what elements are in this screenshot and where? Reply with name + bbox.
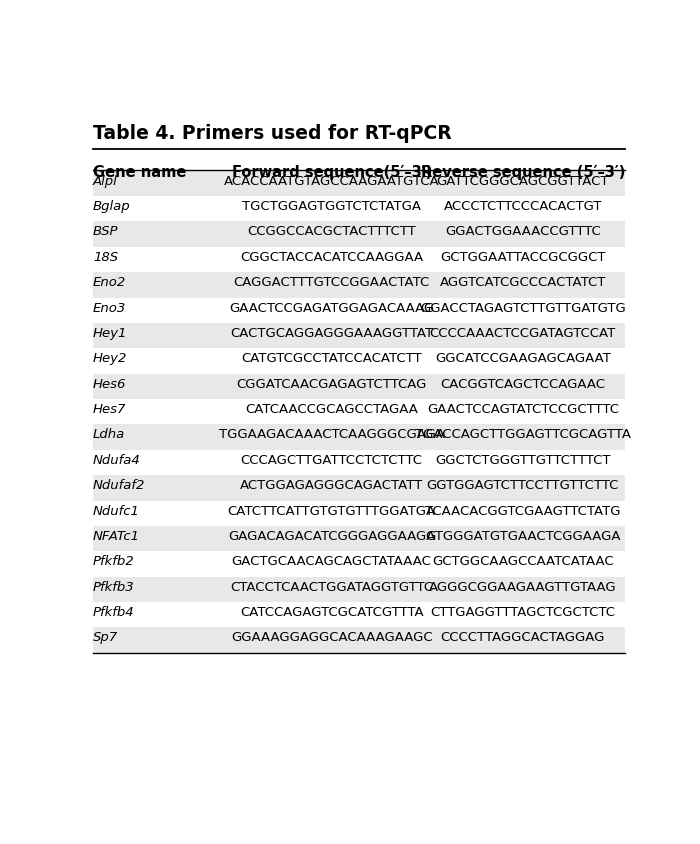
Text: GGCTCTGGGTTGTTCTTTCT: GGCTCTGGGTTGTTCTTTCT [435, 453, 610, 466]
Bar [93, 273, 624, 298]
Text: CTTGAGGTTTAGCTCGCTCTC: CTTGAGGTTTAGCTCGCTCTC [430, 605, 615, 619]
Text: Ndufa4: Ndufa4 [93, 453, 141, 466]
Text: GTGGGATGTGAACTCGGAAGA: GTGGGATGTGAACTCGGAAGA [425, 529, 621, 543]
Bar [93, 476, 624, 501]
Text: GGACCTAGAGTCTTGTTGATGTG: GGACCTAGAGTCTTGTTGATGTG [420, 301, 626, 314]
Text: Alpl: Alpl [93, 175, 118, 187]
Text: GGCATCCGAAGAGCAGAAT: GGCATCCGAAGAGCAGAAT [435, 352, 611, 365]
Text: CATCTTCATTGTGTGTTTGGATGA: CATCTTCATTGTGTGTTTGGATGA [228, 504, 435, 517]
Text: Gene name: Gene name [93, 165, 186, 179]
Text: CGGCTACCACATCCAAGGAA: CGGCTACCACATCCAAGGAA [240, 251, 424, 263]
Text: AGGGCGGAAGAAGTTGTAAG: AGGGCGGAAGAAGTTGTAAG [429, 580, 617, 593]
Text: CCCCAAACTCCGATAGTCCAT: CCCCAAACTCCGATAGTCCAT [430, 327, 616, 339]
Bar [93, 323, 624, 349]
Text: Hey2: Hey2 [93, 352, 127, 365]
Text: TGACCAGCTTGGAGTTCGCAGTTA: TGACCAGCTTGGAGTTCGCAGTTA [415, 428, 631, 441]
Text: TGGAAGACAAACTCAAGGGCGAGA: TGGAAGACAAACTCAAGGGCGAGA [218, 428, 444, 441]
Text: Pfkfb3: Pfkfb3 [93, 580, 134, 593]
Text: CCGGCCACGCTACTTTCTT: CCGGCCACGCTACTTTCTT [247, 225, 416, 238]
Text: GGAAAGGAGGCACAAAGAAGC: GGAAAGGAGGCACAAAGAAGC [231, 630, 433, 644]
Text: Reverse sequence (5′–3′): Reverse sequence (5′–3′) [421, 165, 625, 179]
Text: Hes6: Hes6 [93, 377, 126, 390]
Text: ACCCTCTTCCCACACTGT: ACCCTCTTCCCACACTGT [444, 200, 602, 213]
Text: BSP: BSP [93, 225, 118, 238]
Text: GAACTCCGAGATGGAGACAAAG: GAACTCCGAGATGGAGACAAAG [229, 301, 434, 314]
Text: ACTGGAGAGGGCAGACTATT: ACTGGAGAGGGCAGACTATT [240, 479, 424, 492]
Text: NFATc1: NFATc1 [93, 529, 140, 543]
Text: CGGATCAACGAGAGTCTTCAG: CGGATCAACGAGAGTCTTCAG [237, 377, 427, 390]
Text: Pfkfb4: Pfkfb4 [93, 605, 134, 619]
Bar [93, 628, 624, 653]
Text: 18S: 18S [93, 251, 118, 263]
Text: GCTGGCAAGCCAATCATAAC: GCTGGCAAGCCAATCATAAC [432, 555, 614, 568]
Bar [93, 577, 624, 603]
Text: Eno2: Eno2 [93, 276, 126, 289]
Text: TGCTGGAGTGGTCTCTATGA: TGCTGGAGTGGTCTCTATGA [242, 200, 421, 213]
Text: CCCCTTAGGCACTAGGAG: CCCCTTAGGCACTAGGAG [441, 630, 605, 644]
Text: GAGACAGACATCGGGAGGAAGA: GAGACAGACATCGGGAGGAAGA [228, 529, 435, 543]
Text: Hes7: Hes7 [93, 403, 126, 415]
Text: GATTCGGGCAGCGGTTACT: GATTCGGGCAGCGGTTACT [437, 175, 609, 187]
Text: Eno3: Eno3 [93, 301, 126, 314]
Text: CACTGCAGGAGGGAAAGGTTAT: CACTGCAGGAGGGAAAGGTTAT [230, 327, 433, 339]
Text: CATGTCGCCTATCCACATCTT: CATGTCGCCTATCCACATCTT [241, 352, 422, 365]
Text: Ndufaf2: Ndufaf2 [93, 479, 146, 492]
Bar [93, 222, 624, 247]
Text: CATCCAGAGTCGCATCGTTTA: CATCCAGAGTCGCATCGTTTA [240, 605, 424, 619]
Text: Pfkfb2: Pfkfb2 [93, 555, 134, 568]
Text: CATCAACCGCAGCCTAGAA: CATCAACCGCAGCCTAGAA [245, 403, 418, 415]
Text: AGGTCATCGCCCACTATCT: AGGTCATCGCCCACTATCT [440, 276, 606, 289]
Text: TCAACACGGTCGAAGTTCTATG: TCAACACGGTCGAAGTTCTATG [425, 504, 621, 517]
Text: CCCAGCTTGATTCCTCTCTTC: CCCAGCTTGATTCCTCTCTTC [241, 453, 423, 466]
Text: GGACTGGAAACCGTTTC: GGACTGGAAACCGTTTC [445, 225, 601, 238]
Text: Sp7: Sp7 [93, 630, 118, 644]
Bar [93, 171, 624, 197]
Text: ACACCAATGTAGCCAAGAATGTCA: ACACCAATGTAGCCAAGAATGTCA [224, 175, 440, 187]
Text: Ldha: Ldha [93, 428, 125, 441]
Bar [93, 425, 624, 450]
Text: CAGGACTTTGTCCGGAACTATC: CAGGACTTTGTCCGGAACTATC [234, 276, 430, 289]
Bar [93, 374, 624, 399]
Text: GAACTCCAGTATCTCCGCTTTC: GAACTCCAGTATCTCCGCTTTC [427, 403, 619, 415]
Text: GCTGGAATTACCGCGGCT: GCTGGAATTACCGCGGCT [440, 251, 606, 263]
Text: GACTGCAACAGCAGCTATAAAC: GACTGCAACAGCAGCTATAAAC [232, 555, 432, 568]
Bar [93, 527, 624, 552]
Text: Forward sequence(5′–3′): Forward sequence(5′–3′) [232, 165, 432, 179]
Text: CACGGTCAGCTCCAGAAC: CACGGTCAGCTCCAGAAC [440, 377, 606, 390]
Text: Bglap: Bglap [93, 200, 131, 213]
Text: Hey1: Hey1 [93, 327, 127, 339]
Text: CTACCTCAACTGGATAGGTGTTC: CTACCTCAACTGGATAGGTGTTC [230, 580, 433, 593]
Text: Ndufc1: Ndufc1 [93, 504, 140, 517]
Text: GGTGGAGTCTTCCTTGTTCTTC: GGTGGAGTCTTCCTTGTTCTTC [427, 479, 619, 492]
Text: Table 4. Primers used for RT-qPCR: Table 4. Primers used for RT-qPCR [93, 124, 452, 143]
